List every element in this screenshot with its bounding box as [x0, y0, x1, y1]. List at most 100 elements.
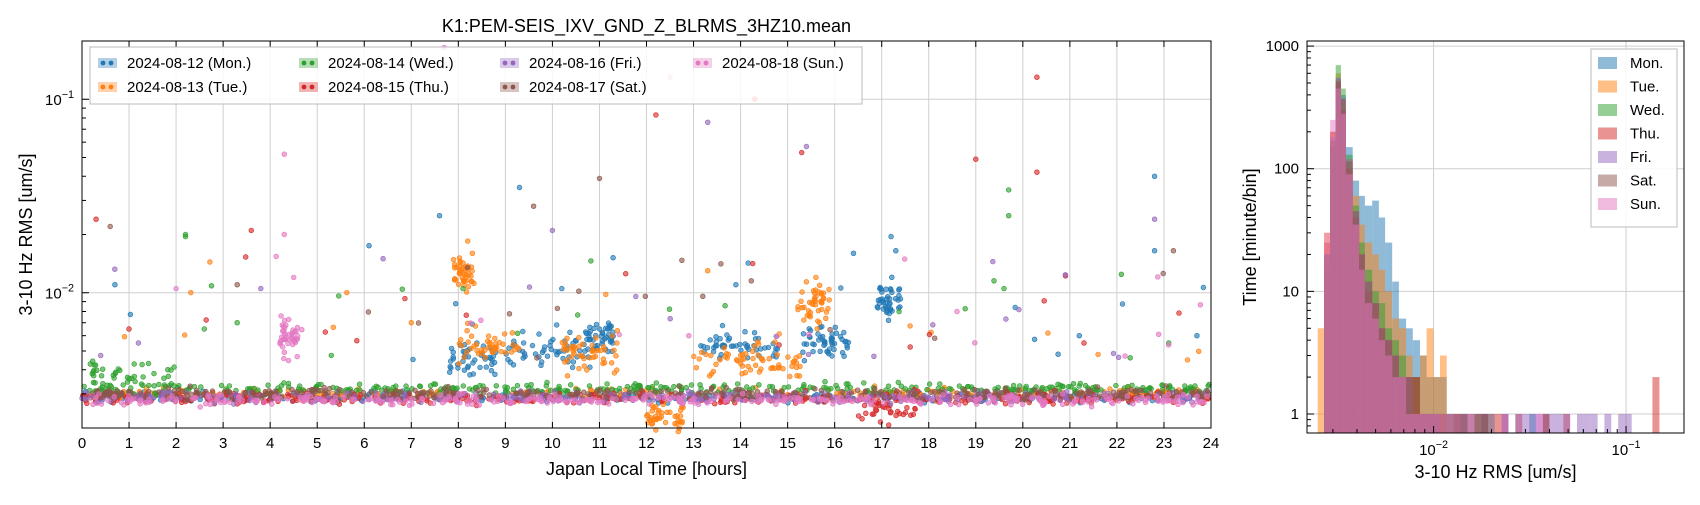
scatter-point — [1082, 382, 1089, 389]
scatter-point — [826, 286, 832, 293]
scatter-point — [1119, 301, 1126, 307]
scatter-point — [473, 342, 480, 348]
scatter-point — [677, 413, 684, 419]
scatter-point — [349, 389, 355, 395]
scatter-point — [507, 400, 513, 406]
scatter-point-outlier — [469, 250, 476, 257]
scatter-point — [471, 280, 477, 286]
scatter-point — [207, 401, 214, 407]
scatter-point — [995, 384, 1001, 391]
scatter-point — [326, 385, 333, 392]
scatter-point — [336, 293, 342, 299]
histogram-y-tick-label: 1000 — [1266, 38, 1299, 55]
scatter-point — [1200, 284, 1207, 291]
scatter-point — [1037, 388, 1043, 395]
scatter-point — [1127, 355, 1133, 361]
scatter-point — [799, 289, 805, 295]
scatter-point — [504, 385, 510, 391]
scatter-point — [313, 395, 320, 402]
scatter-point — [680, 394, 687, 400]
scatter-point — [816, 282, 823, 288]
scatter-point-outlier — [408, 320, 414, 326]
scatter-point — [273, 253, 279, 260]
scatter-point — [432, 381, 439, 387]
scatter-point — [259, 393, 266, 399]
histogram-bar — [1522, 414, 1530, 433]
scatter-point — [487, 341, 493, 347]
scatter-point — [514, 330, 521, 336]
scatter-point — [1142, 397, 1148, 403]
scatter-point — [806, 331, 812, 337]
scatter-point — [881, 400, 887, 406]
scatter-point — [461, 354, 467, 360]
scatter-point — [764, 388, 770, 394]
scatter-point — [715, 393, 721, 399]
scatter-point — [608, 360, 615, 366]
scatter-legend-label: 2024-08-12 (Mon.) — [127, 55, 251, 72]
scatter-point — [691, 353, 697, 360]
scatter-point — [208, 283, 215, 289]
scatter-point — [614, 367, 620, 373]
scatter-point — [990, 258, 996, 265]
scatter-point — [235, 399, 241, 405]
scatter-point — [318, 381, 324, 388]
scatter-point — [587, 355, 593, 361]
scatter-point — [491, 399, 497, 405]
scatter-point — [766, 397, 772, 403]
scatter-point — [1016, 383, 1023, 389]
scatter-point — [492, 335, 498, 342]
scatter-point — [569, 364, 576, 371]
scatter-point-outlier — [126, 326, 132, 332]
scatter-point — [330, 324, 336, 330]
scatter-point — [801, 341, 807, 347]
scatter-point — [901, 256, 908, 262]
scatter-point — [501, 331, 508, 337]
scatter-point — [529, 394, 536, 400]
scatter-point — [464, 272, 470, 278]
scatter-point — [118, 399, 125, 406]
scatter-point — [664, 388, 670, 394]
scatter-point — [477, 364, 483, 371]
scatter-point — [825, 392, 831, 398]
scatter-point — [1165, 342, 1172, 348]
scatter-point — [821, 342, 827, 348]
scatter-point — [171, 383, 177, 389]
scatter-point-outlier — [973, 156, 979, 162]
histogram-bar — [1433, 377, 1440, 433]
scatter-point — [713, 361, 719, 367]
scatter-point — [999, 390, 1005, 396]
scatter-point — [280, 344, 286, 350]
scatter-point — [576, 343, 582, 349]
scatter-point — [205, 394, 211, 400]
scatter-point — [810, 396, 817, 403]
scatter-point — [717, 357, 723, 363]
scatter-point — [929, 396, 935, 402]
scatter-point — [1019, 401, 1026, 407]
scatter-point — [452, 276, 458, 282]
scatter-point-outlier — [1184, 357, 1191, 363]
scatter-point — [483, 364, 489, 370]
scatter-point — [201, 391, 207, 397]
scatter-point — [698, 349, 705, 355]
scatter-point — [603, 395, 610, 401]
scatter-points — [79, 44, 1212, 435]
scatter-point — [1134, 388, 1140, 395]
scatter-point — [584, 367, 590, 373]
scatter-point — [92, 395, 99, 401]
scatter-point — [875, 297, 882, 303]
histogram-legend-label: Thu. — [1630, 126, 1660, 143]
scatter-legend-marker — [100, 84, 106, 90]
scatter-point — [728, 343, 735, 349]
scatter-point — [819, 323, 825, 330]
scatter-point — [586, 383, 593, 389]
scatter-point — [98, 401, 105, 407]
scatter-point — [1093, 397, 1100, 403]
scatter-point — [706, 373, 713, 379]
scatter-point — [356, 381, 363, 387]
scatter-legend-marker — [502, 60, 508, 66]
scatter-point — [402, 295, 408, 302]
scatter-point — [1010, 386, 1016, 393]
scatter-point — [536, 331, 542, 337]
scatter-point — [465, 339, 471, 345]
